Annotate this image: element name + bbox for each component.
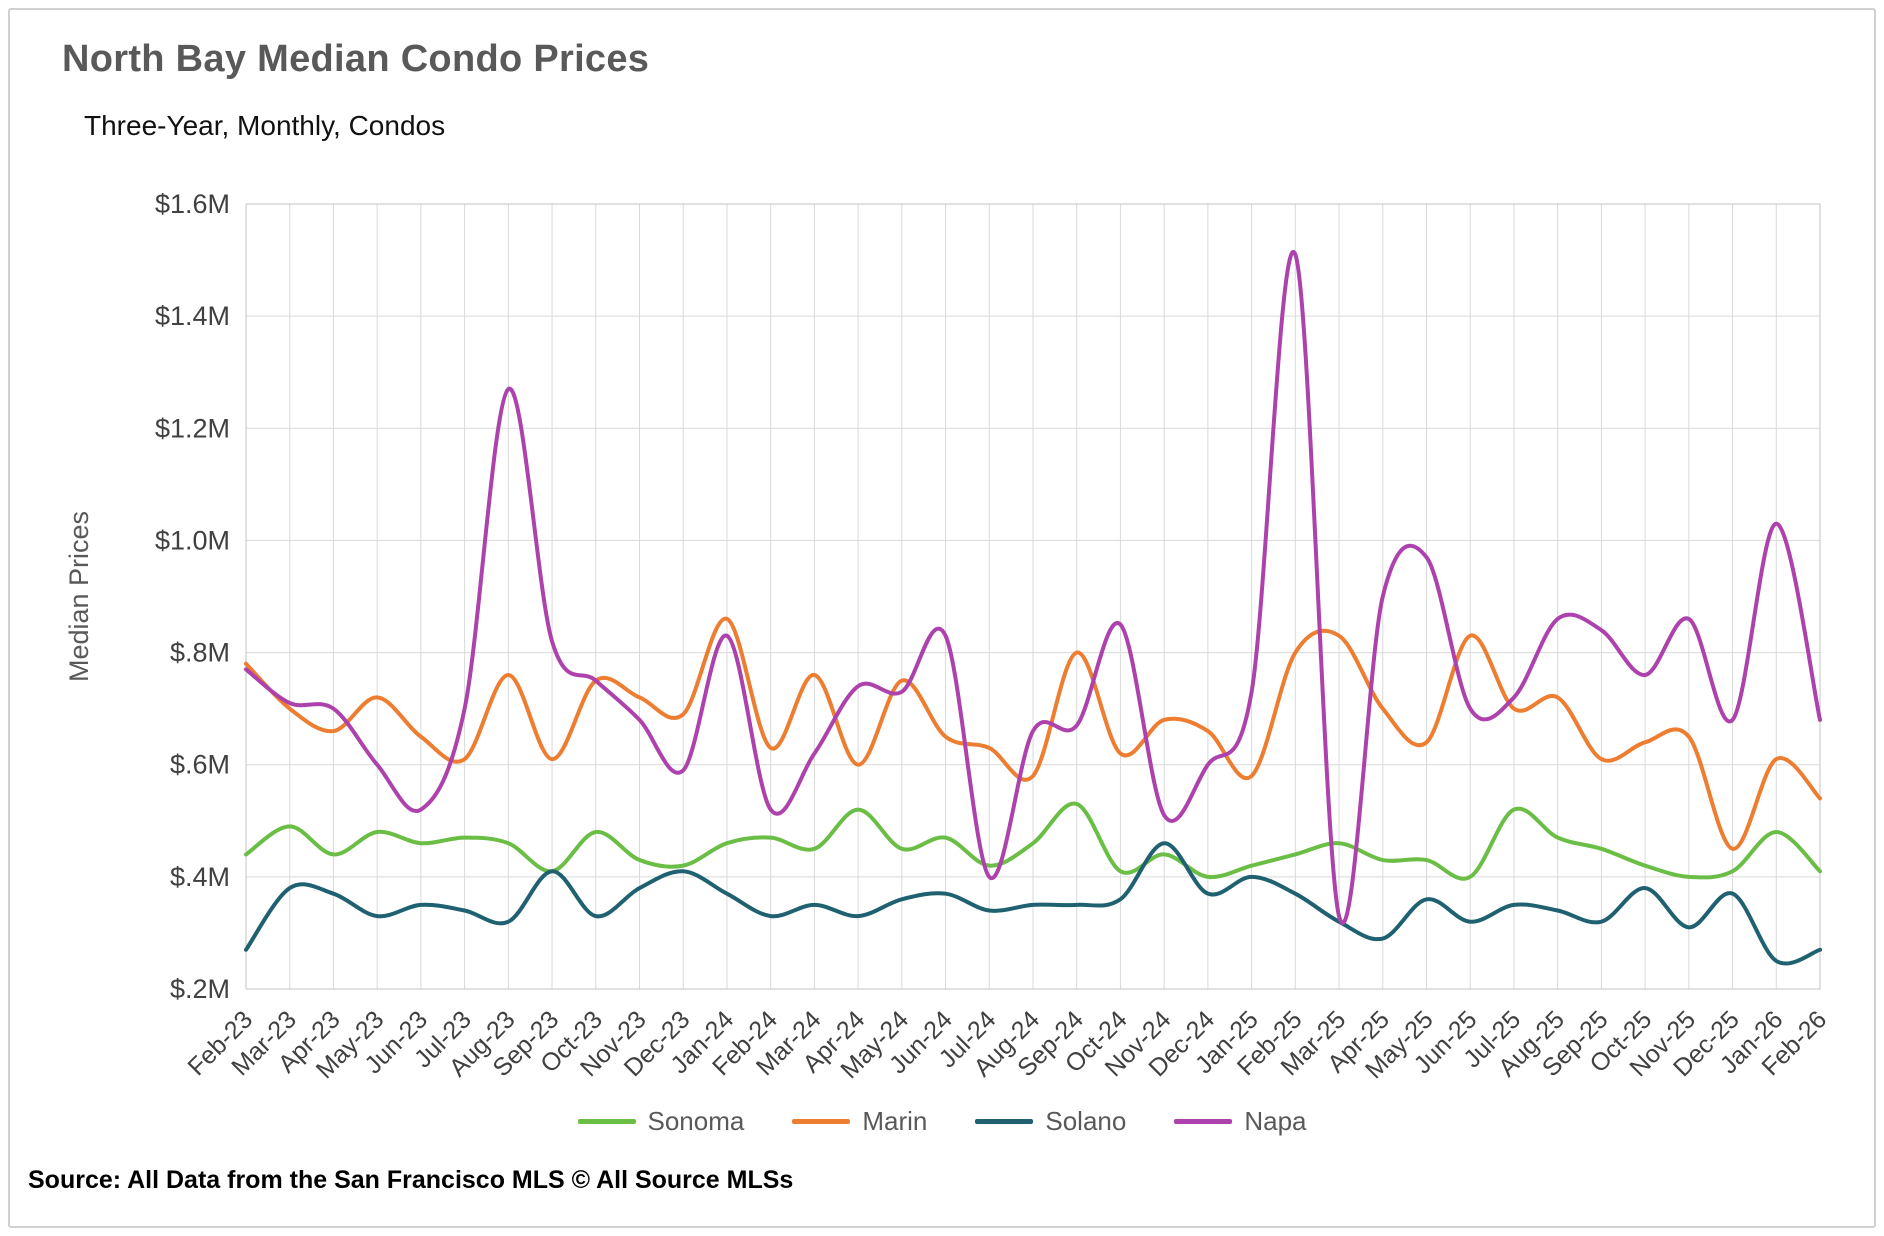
plot-border	[245, 203, 1821, 990]
y-tick-label: $1.2M	[155, 413, 230, 443]
legend: Sonoma Marin Solano Napa	[0, 1106, 1884, 1137]
legend-item-napa: Napa	[1174, 1106, 1306, 1137]
legend-swatch-sonoma	[577, 1119, 636, 1124]
legend-item-marin: Marin	[792, 1106, 927, 1137]
series-line-solano	[244, 841, 1822, 966]
legend-item-sonoma: Sonoma	[577, 1106, 745, 1137]
y-tick-label: $1.4M	[155, 301, 230, 331]
source-note: Source: All Data from the San Francisco …	[28, 1166, 794, 1194]
chart-canvas: $.2M$.4M$.6M$.8M$1.0M$1.2M$1.4M$1.6MFeb-…	[64, 189, 1832, 1084]
y-tick-label: $.6M	[170, 750, 230, 780]
y-tick-label: $.2M	[170, 974, 230, 1004]
y-tick-label: $.4M	[170, 862, 230, 892]
legend-label-sonoma: Sonoma	[647, 1106, 745, 1136]
legend-item-solano: Solano	[975, 1106, 1126, 1137]
y-axis-title: Median Prices	[64, 511, 94, 682]
legend-swatch-solano	[975, 1119, 1034, 1124]
y-tick-label: $1.0M	[155, 525, 230, 555]
legend-label-napa: Napa	[1244, 1106, 1307, 1136]
chart-title: North Bay Median Condo Prices	[62, 38, 650, 80]
chart-subtitle: Three-Year, Monthly, Condos	[84, 110, 446, 141]
legend-swatch-napa	[1174, 1119, 1233, 1124]
y-tick-label: $1.6M	[155, 189, 230, 219]
legend-label-marin: Marin	[862, 1106, 928, 1136]
legend-swatch-marin	[792, 1119, 851, 1124]
series-line-sonoma	[244, 801, 1822, 881]
series-line-napa	[244, 249, 1822, 925]
series-line-marin	[244, 616, 1822, 851]
legend-label-solano: Solano	[1045, 1106, 1127, 1136]
y-tick-label: $.8M	[170, 638, 230, 668]
